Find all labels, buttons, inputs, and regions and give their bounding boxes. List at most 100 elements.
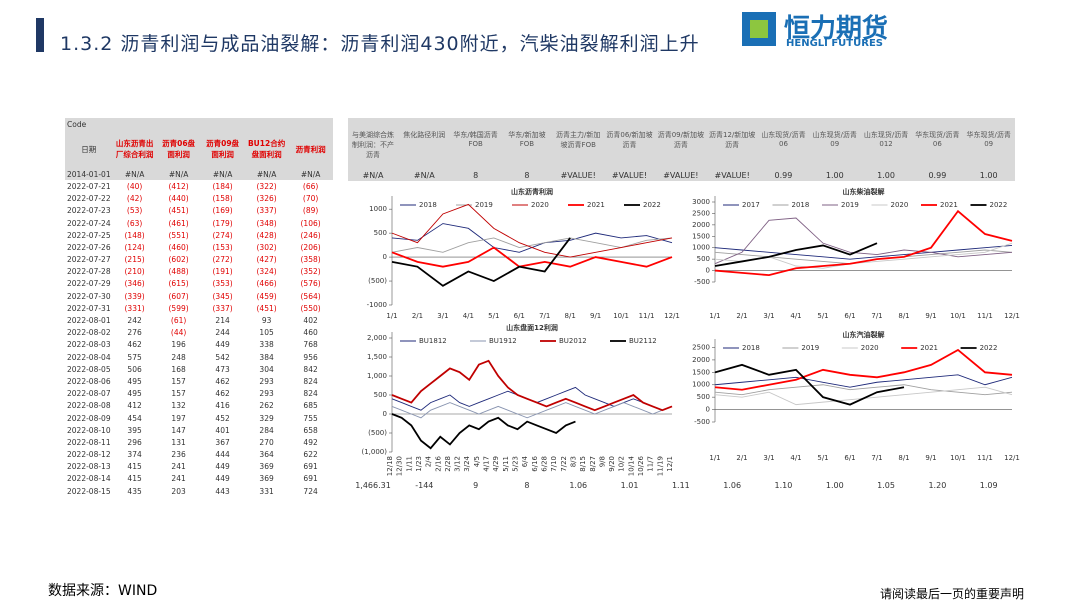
cell — [244, 118, 289, 131]
legend-label: 2017 — [742, 201, 760, 209]
x-tick-label: 8/27 — [589, 456, 597, 472]
legend-label: BU2112 — [629, 337, 657, 345]
cell: 824 — [303, 376, 318, 386]
cell: 2022-07-31 — [67, 303, 111, 313]
cell: 2022-07-26 — [67, 242, 111, 252]
cell: 449 — [215, 474, 230, 484]
cell: 2014-01-01 — [65, 168, 113, 181]
y-tick-label: 1,000 — [367, 372, 387, 380]
table-row: 2022-08-11 296 131 367 270 492 — [65, 436, 333, 448]
series-line — [391, 386, 673, 411]
cell: 402 — [303, 316, 318, 326]
extra-header: 沥青主力/新加坡沥青FOB — [556, 131, 601, 149]
cell: 2022-07-24 — [67, 218, 111, 228]
cell: 367 — [215, 437, 230, 447]
logo-en: HENGLI FUTURES — [786, 38, 883, 49]
x-tick-label: 8/1 — [565, 312, 576, 320]
cell: (206) — [300, 242, 321, 252]
x-tick-label: 10/2 — [618, 456, 626, 472]
cell: 105 — [259, 328, 274, 338]
cell: 384 — [259, 352, 274, 362]
y-tick-label: 0 — [383, 253, 387, 261]
x-tick-label: 4/17 — [483, 456, 491, 472]
x-tick-label: 1/1 — [709, 312, 720, 320]
x-tick-label: 9/1 — [925, 312, 936, 320]
data-table: Code 日期 山东沥青出厂综合利润 沥青06盘面利润 沥青09盘面利润 BU12合约盘面… — [65, 118, 333, 497]
table-row: 2022-07-31 (331) (599) (337) (451) (550) — [65, 302, 333, 314]
cell: 369 — [259, 474, 274, 484]
series-line — [391, 402, 673, 419]
column-header: 沥青利润 — [288, 130, 333, 169]
x-tick-label: 5/11 — [502, 456, 510, 472]
y-tick-label: 2500 — [692, 209, 710, 217]
cell: 329 — [259, 413, 274, 423]
x-tick-label: 5/1 — [817, 312, 828, 320]
x-tick-label: 11/1 — [977, 454, 993, 462]
table-row: 2022-08-14 415 241 449 369 691 — [65, 473, 333, 485]
x-tick-label: 2/28 — [444, 456, 452, 472]
legend-label: 2019 — [801, 344, 819, 352]
x-tick-label: 3/1 — [437, 312, 448, 320]
x-tick-label: 8/3 — [569, 456, 577, 467]
cell: (44) — [170, 328, 187, 338]
x-tick-label: 2/4 — [425, 455, 433, 467]
table-row: 2022-07-30 (339) (607) (345) (459) (564) — [65, 290, 333, 302]
cell: (461) — [168, 218, 189, 228]
cell: 462 — [127, 340, 142, 350]
cell: 2022-08-03 — [67, 340, 111, 350]
legend-label: 2022 — [980, 344, 998, 352]
cell: (246) — [300, 230, 321, 240]
table-row: 2022-07-28 (210) (488) (191) (324) (352) — [65, 266, 333, 278]
cell: 2022-08-06 — [67, 376, 111, 386]
cell: 2022-08-02 — [67, 328, 111, 338]
cell: 284 — [259, 425, 274, 435]
y-tick-label: 2000 — [692, 221, 710, 229]
legend-label: BU1912 — [489, 337, 517, 345]
extra-code-value: #VALUE! — [714, 171, 750, 180]
table-row: 2022-07-29 (346) (615) (353) (466) (576) — [65, 278, 333, 290]
cell: 331 — [259, 486, 274, 496]
cell: 395 — [127, 425, 142, 435]
y-tick-label: -1000 — [367, 301, 387, 309]
series-line — [714, 348, 1013, 391]
x-tick-label: 7/1 — [871, 454, 882, 462]
cell: 270 — [259, 437, 274, 447]
series-line — [391, 246, 673, 268]
cell: (70) — [302, 194, 319, 204]
cell: (272) — [212, 255, 233, 265]
legend-label: BU1812 — [419, 337, 447, 345]
x-tick-label: 4/1 — [790, 454, 801, 462]
extra-last-value: 1.10 — [774, 481, 793, 490]
y-tick-label: 0 — [706, 406, 710, 414]
extra-code-value: 0.99 — [928, 171, 947, 180]
legend-label: 2018 — [792, 201, 810, 209]
cell: (550) — [300, 303, 321, 313]
cell: 452 — [215, 413, 230, 423]
cell: (466) — [256, 279, 277, 289]
cell: (599) — [168, 303, 189, 313]
cell: 132 — [171, 401, 186, 411]
cell: 242 — [127, 316, 142, 326]
cell: 542 — [215, 352, 230, 362]
cell: (302) — [256, 242, 277, 252]
extra-code-value: 1.00 — [877, 171, 895, 180]
x-tick-label: 10/1 — [613, 312, 629, 320]
cell: (428) — [256, 230, 277, 240]
date-label: 日期 — [65, 130, 113, 169]
table-row: 2022-08-13 415 241 449 369 691 — [65, 461, 333, 473]
cell: 374 — [127, 450, 142, 460]
y-tick-label: 1500 — [692, 368, 710, 376]
cell: 2022-08-11 — [67, 437, 111, 447]
series-line — [391, 203, 673, 258]
series-line — [391, 359, 673, 412]
title-bar — [36, 18, 44, 52]
cell: (169) — [212, 206, 233, 216]
code-label: Code — [65, 118, 113, 131]
column-header: 山东沥青出厂综合利润 — [112, 130, 157, 169]
series-line — [714, 217, 1013, 265]
cell: 236 — [171, 450, 186, 460]
extra-last-value: 9 — [473, 481, 479, 490]
legend-label: 2018 — [742, 344, 760, 352]
chart-title: 山东柴油裂解 — [843, 187, 885, 196]
